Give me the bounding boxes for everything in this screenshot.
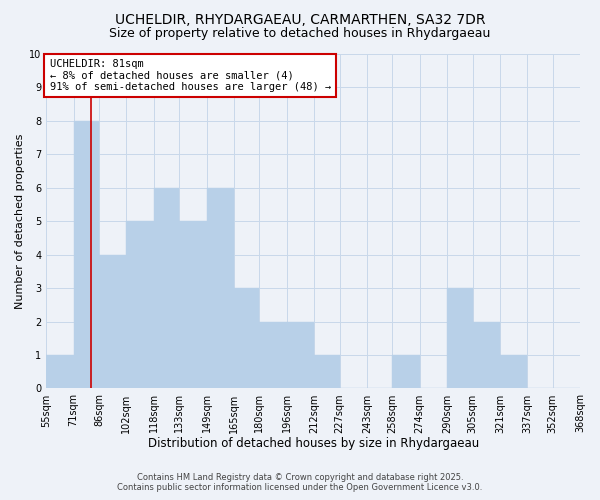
Text: UCHELDIR, RHYDARGAEAU, CARMARTHEN, SA32 7DR: UCHELDIR, RHYDARGAEAU, CARMARTHEN, SA32 … bbox=[115, 12, 485, 26]
Bar bbox=[206, 188, 234, 388]
Bar bbox=[287, 322, 314, 388]
Bar bbox=[314, 355, 340, 388]
Bar bbox=[473, 322, 500, 388]
Bar bbox=[392, 355, 420, 388]
Bar bbox=[234, 288, 259, 388]
Bar bbox=[99, 254, 127, 388]
Bar bbox=[127, 221, 154, 388]
X-axis label: Distribution of detached houses by size in Rhydargaeau: Distribution of detached houses by size … bbox=[148, 437, 479, 450]
Text: UCHELDIR: 81sqm
← 8% of detached houses are smaller (4)
91% of semi-detached hou: UCHELDIR: 81sqm ← 8% of detached houses … bbox=[50, 59, 331, 92]
Bar bbox=[259, 322, 287, 388]
Bar bbox=[154, 188, 179, 388]
Bar bbox=[179, 221, 206, 388]
Text: Contains HM Land Registry data © Crown copyright and database right 2025.
Contai: Contains HM Land Registry data © Crown c… bbox=[118, 473, 482, 492]
Bar bbox=[74, 121, 99, 388]
Bar bbox=[46, 355, 74, 388]
Text: Size of property relative to detached houses in Rhydargaeau: Size of property relative to detached ho… bbox=[109, 28, 491, 40]
Bar bbox=[500, 355, 527, 388]
Bar bbox=[447, 288, 473, 388]
Y-axis label: Number of detached properties: Number of detached properties bbox=[15, 134, 25, 309]
